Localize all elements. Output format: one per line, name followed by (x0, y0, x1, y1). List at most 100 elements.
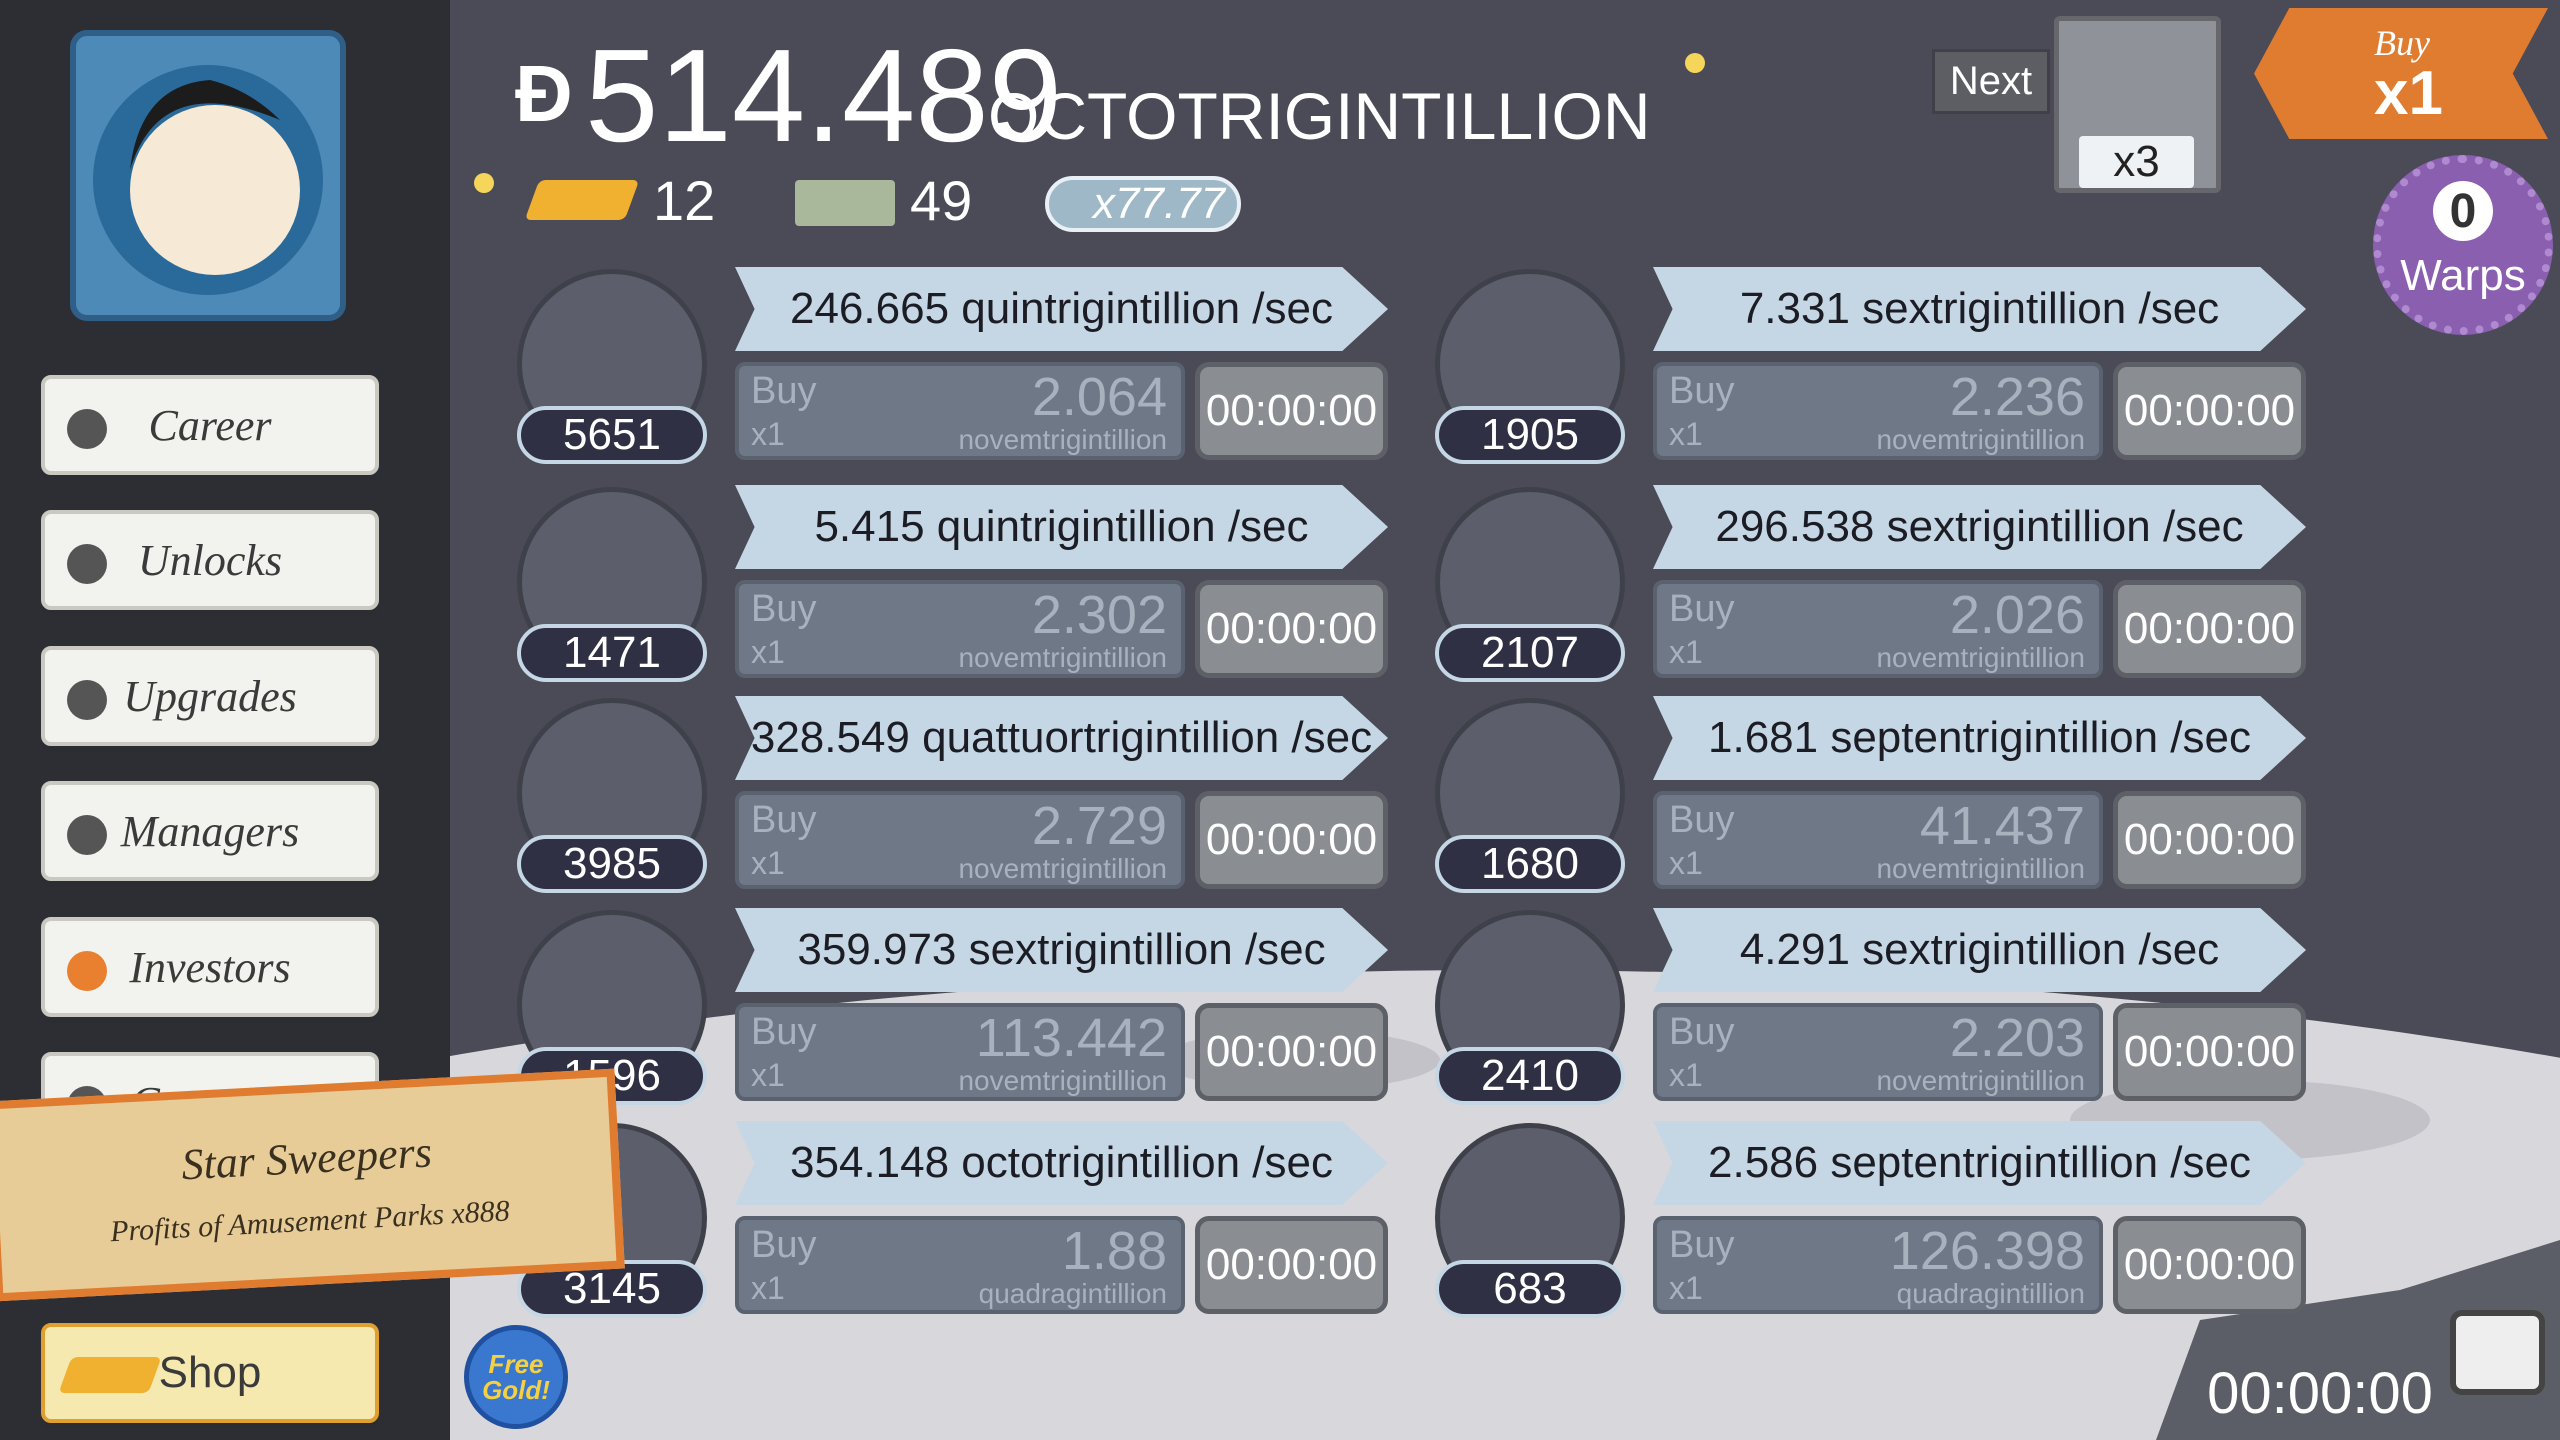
buy-button[interactable]: Buy x1 2.302 novemtrigintillion (735, 580, 1185, 678)
money-unit: OCTOTRIGINTILLION (988, 79, 1651, 153)
revenue-rate[interactable]: 328.549 quattuortrigintillion /sec (735, 696, 1388, 780)
buy-cost-unit: novemtrigintillion (1876, 642, 2085, 673)
buy-quantity: x1 (1669, 1057, 1703, 1093)
nav-indicator (67, 680, 107, 720)
buy-cost-unit: novemtrigintillion (958, 424, 1167, 455)
buy-cost: 41.437 (1919, 796, 2085, 856)
nav-indicator (67, 815, 107, 855)
gold-count: 12 (653, 169, 716, 232)
owned-count: 3985 (517, 835, 707, 893)
buy-label: Buy (1669, 1224, 1735, 1266)
revenue-rate[interactable]: 2.586 septentrigintillion /sec (1653, 1121, 2306, 1205)
buy-button[interactable]: Buy x1 2.236 novemtrigintillion (1653, 362, 2103, 460)
buy-cost: 2.729 (1031, 796, 1167, 856)
cycle-timer: 00:00:00 (1195, 1216, 1388, 1314)
warps-badge[interactable]: 0 Warps (2373, 155, 2553, 335)
cycle-timer: 00:00:00 (1195, 362, 1388, 460)
free-gold-button[interactable]: Free Gold! (464, 1325, 568, 1429)
buy-label: Buy (751, 1224, 817, 1266)
revenue-rate[interactable]: 296.538 sextrigintillion /sec (1653, 485, 2306, 569)
shop-button[interactable]: Shop (41, 1323, 379, 1423)
buy-quantity: x1 (751, 1270, 785, 1306)
buy-cost-unit: quadragintillion (1896, 1278, 2085, 1309)
popup-text: Profits of Amusement Parks x888 (109, 1194, 511, 1249)
multiplier-tag: x77.77 (1045, 176, 1241, 232)
buy-mode-value: x1 (2374, 59, 2443, 128)
buy-button[interactable]: Buy x1 126.398 quadragintillion (1653, 1216, 2103, 1314)
buy-button[interactable]: Buy x1 1.88 quadragintillion (735, 1216, 1185, 1314)
revenue-rate[interactable]: 5.415 quintrigintillion /sec (735, 485, 1388, 569)
revenue-rate[interactable]: 354.148 octotrigintillion /sec (735, 1121, 1388, 1205)
nav-indicator (67, 544, 107, 584)
buy-quantity: x1 (1669, 416, 1703, 452)
buy-cost: 113.442 (975, 1008, 1167, 1068)
buy-button[interactable]: Buy x1 2.064 novemtrigintillion (735, 362, 1185, 460)
buy-quantity: x1 (751, 1057, 785, 1093)
buy-cost-unit: novemtrigintillion (958, 1065, 1167, 1096)
owned-count: 2410 (1435, 1047, 1625, 1105)
buy-button[interactable]: Buy x1 2.026 novemtrigintillion (1653, 580, 2103, 678)
nav-button[interactable]: Career (41, 375, 379, 475)
cycle-timer: 00:00:00 (2113, 580, 2306, 678)
buy-label: Buy (751, 370, 817, 412)
buy-label: Buy (751, 588, 817, 630)
buy-cost: 126.398 (1889, 1221, 2085, 1281)
nav-indicator (67, 951, 107, 991)
buy-cost-unit: quadragintillion (978, 1278, 1167, 1309)
owned-count: 1680 (1435, 835, 1625, 893)
buy-label: Buy (1669, 370, 1735, 412)
owned-count: 2107 (1435, 624, 1625, 682)
cycle-timer: 00:00:00 (2113, 791, 2306, 889)
buy-label: Buy (1669, 1011, 1735, 1053)
buy-label: Buy (751, 799, 817, 841)
buy-cost-unit: novemtrigintillion (1876, 853, 2085, 884)
megabucks-count: 49 (910, 169, 973, 232)
revenue-rate[interactable]: 246.665 quintrigintillion /sec (735, 267, 1388, 351)
next-unlock: x3 (2054, 16, 2221, 193)
cycle-timer: 00:00:00 (2113, 1216, 2306, 1314)
buy-label: Buy (751, 1011, 817, 1053)
cycle-timer: 00:00:00 (1195, 791, 1388, 889)
revenue-rate[interactable]: 4.291 sextrigintillion /sec (1653, 908, 2306, 992)
popup-title: Star Sweepers (180, 1127, 433, 1190)
next-multiplier: x3 (2079, 136, 2194, 188)
nav-button[interactable]: Upgrades (41, 646, 379, 746)
tv-button[interactable] (2450, 1310, 2545, 1395)
buy-cost: 1.88 (1061, 1221, 1167, 1281)
buy-cost-unit: novemtrigintillion (1876, 424, 2085, 455)
buy-button[interactable]: Buy x1 2.203 novemtrigintillion (1653, 1003, 2103, 1101)
owned-count: 1905 (1435, 406, 1625, 464)
notification-popup: Star Sweepers Profits of Amusement Parks … (0, 1068, 625, 1302)
owned-count: 5651 (517, 406, 707, 464)
bottom-timer: 00:00:00 (2207, 1361, 2433, 1426)
buy-button[interactable]: Buy x1 2.729 novemtrigintillion (735, 791, 1185, 889)
buy-label: Buy (1669, 588, 1735, 630)
buy-button[interactable]: Buy x1 113.442 novemtrigintillion (735, 1003, 1185, 1101)
nav-button[interactable]: Unlocks (41, 510, 379, 610)
cycle-timer: 00:00:00 (2113, 362, 2306, 460)
revenue-rate[interactable]: 1.681 septentrigintillion /sec (1653, 696, 2306, 780)
buy-quantity: x1 (751, 845, 785, 881)
megabucks-icon (795, 180, 895, 226)
buy-quantity: x1 (751, 634, 785, 670)
buy-quantity: x1 (751, 416, 785, 452)
warps-label: Warps (2400, 251, 2526, 300)
revenue-rate[interactable]: 7.331 sextrigintillion /sec (1653, 267, 2306, 351)
warps-count: 0 (2433, 181, 2493, 241)
buy-cost: 2.203 (1949, 1008, 2085, 1068)
cycle-timer: 00:00:00 (1195, 1003, 1388, 1101)
gold-icon (524, 180, 640, 220)
buy-label: Buy (1669, 799, 1735, 841)
next-button[interactable]: Next (1932, 49, 2050, 114)
cycle-timer: 00:00:00 (1195, 580, 1388, 678)
buy-mode-tag[interactable]: Buy x1 (2254, 8, 2548, 139)
buy-cost-unit: novemtrigintillion (958, 642, 1167, 673)
buy-cost: 2.302 (1031, 585, 1167, 645)
buy-button[interactable]: Buy x1 41.437 novemtrigintillion (1653, 791, 2103, 889)
buy-cost: 2.026 (1949, 585, 2085, 645)
revenue-rate[interactable]: 359.973 sextrigintillion /sec (735, 908, 1388, 992)
nav-button[interactable]: Managers (41, 781, 379, 881)
nav-button[interactable]: Investors (41, 917, 379, 1017)
owned-count: 683 (1435, 1260, 1625, 1318)
